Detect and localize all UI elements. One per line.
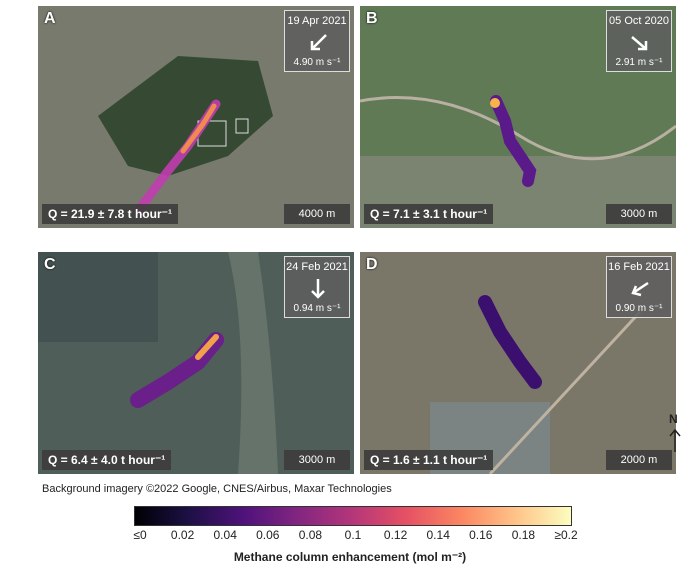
- colorbar-tick: 0.12: [383, 528, 408, 542]
- wind-speed: 4.90 m s⁻¹: [293, 57, 341, 68]
- wind-arrow-icon: [631, 36, 648, 51]
- observation-date: 19 Apr 2021: [287, 15, 347, 27]
- colorbar-tick: 0.06: [256, 528, 280, 542]
- wind-speed: 2.91 m s⁻¹: [615, 57, 663, 68]
- colorbar-tick: 0.18: [511, 528, 536, 542]
- north-arrow: N: [664, 412, 686, 452]
- north-arrow-icon: [669, 428, 681, 452]
- wind-box: 19 Apr 2021 4.90 m s⁻¹: [284, 10, 350, 72]
- wind-box: 16 Feb 2021 0.90 m s⁻¹: [606, 256, 672, 318]
- emission-rate: Q = 21.9 ± 7.8 t hour⁻¹: [42, 204, 178, 224]
- wind-arrow-icon: [631, 281, 649, 297]
- wind-arrow-icon: [311, 279, 325, 299]
- observation-date: 16 Feb 2021: [608, 261, 670, 273]
- observation-date: 05 Oct 2020: [609, 15, 669, 27]
- wind-speed: 0.90 m s⁻¹: [615, 303, 663, 314]
- north-label: N: [669, 412, 678, 426]
- colorbar: [134, 506, 572, 526]
- emission-rate: Q = 6.4 ± 4.0 t hour⁻¹: [42, 450, 172, 470]
- colorbar-tick: 0.1: [344, 528, 362, 542]
- panel-label: C: [44, 256, 56, 273]
- scale-bar: 4000 m: [284, 204, 350, 224]
- panel-d: D 16 Feb 2021 0.90 m s⁻¹ Q = 1.6 ± 1.1 t…: [360, 252, 676, 474]
- colorbar-tick: ≥0.2: [554, 528, 578, 542]
- colorbar-tick: 0.16: [469, 528, 493, 542]
- colorbar-title: Methane column enhancement (mol m⁻²): [233, 550, 467, 564]
- colorbar-tick: ≤0: [133, 528, 147, 542]
- panel-c: C 24 Feb 2021 0.94 m s⁻¹ Q = 6.4 ± 4.0 t…: [38, 252, 354, 474]
- wind-box: 24 Feb 2021 0.94 m s⁻¹: [284, 256, 350, 318]
- wind-box: 05 Oct 2020 2.91 m s⁻¹: [606, 10, 672, 72]
- wind-arrow-icon: [310, 34, 327, 51]
- imagery-credit: Background imagery ©2022 Google, CNES/Ai…: [42, 483, 392, 495]
- colorbar-tick: 0.02: [170, 528, 195, 542]
- emission-rate: Q = 1.6 ± 1.1 t hour⁻¹: [364, 450, 494, 470]
- satellite-image-d: [360, 252, 676, 474]
- observation-date: 24 Feb 2021: [286, 261, 348, 273]
- colorbar-tick: 0.04: [213, 528, 237, 542]
- panel-b: B 05 Oct 2020 2.91 m s⁻¹ Q = 7.1 ± 3.1 t…: [360, 6, 676, 228]
- panel-a: A 19 Apr 2021 4.90 m s⁻¹ Q = 21.9 ± 7.8 …: [38, 6, 354, 228]
- scale-bar: 2000 m: [606, 450, 672, 470]
- panel-label: B: [366, 10, 378, 27]
- emission-rate: Q = 7.1 ± 3.1 t hour⁻¹: [364, 204, 494, 224]
- colorbar-tick: 0.08: [298, 528, 323, 542]
- panel-label: A: [44, 10, 56, 27]
- wind-speed: 0.94 m s⁻¹: [293, 303, 341, 314]
- panel-label: D: [366, 256, 378, 273]
- scale-bar: 3000 m: [284, 450, 350, 470]
- colorbar-tick: 0.14: [426, 528, 450, 542]
- scale-bar: 3000 m: [606, 204, 672, 224]
